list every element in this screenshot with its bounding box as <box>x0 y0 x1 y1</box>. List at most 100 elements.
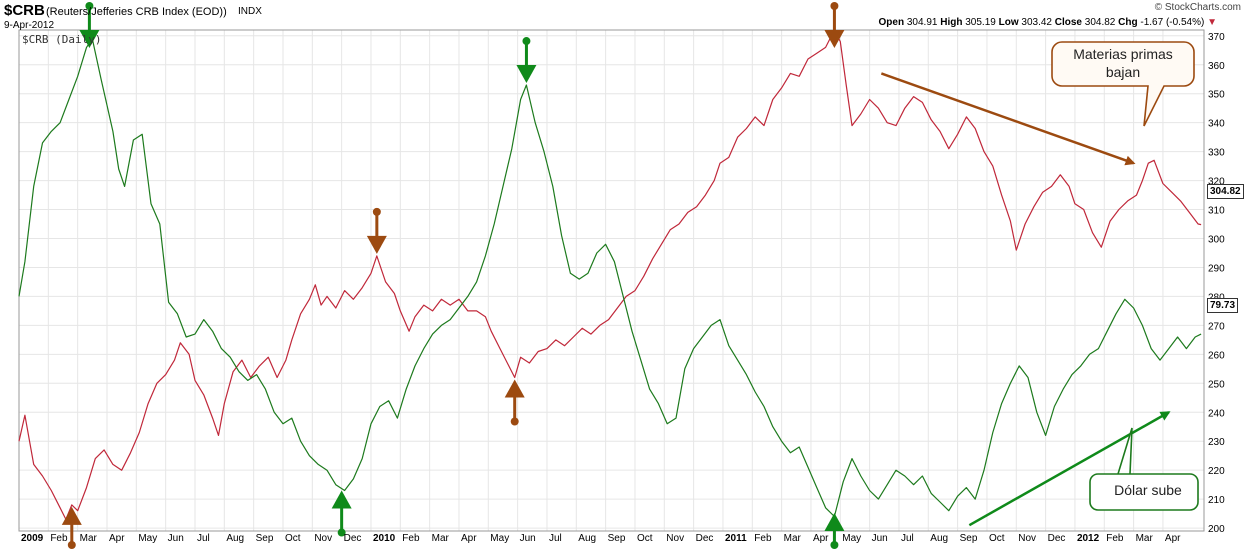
x-tick-label: 2009 <box>21 533 44 544</box>
x-tick-label: Feb <box>1106 533 1124 544</box>
x-tick-label: May <box>138 533 157 544</box>
low-value: 303.42 <box>1021 17 1052 28</box>
x-tick-label: Apr <box>109 533 125 544</box>
high-value: 305.19 <box>965 17 996 28</box>
x-tick-label: Dec <box>344 533 362 544</box>
y-tick-label: 360 <box>1208 61 1225 72</box>
series-line-usd <box>18 38 1202 518</box>
series-line-crb <box>18 29 1202 520</box>
y-tick-label: 270 <box>1208 321 1225 332</box>
panel-label: $CRB (Daily) <box>22 33 102 46</box>
usd-last-price-badge: 79.73 <box>1207 298 1239 313</box>
y-tick-label: 300 <box>1208 235 1225 246</box>
callout-commodities-down-box <box>1051 41 1195 127</box>
ohlc-readout: Open 304.91 High 305.19 Low 303.42 Close… <box>879 17 1217 28</box>
y-axis: 200 210 220 230 240 250 260 270 280 290 300 310 320 3… <box>1208 32 1225 535</box>
arrow-up-icon <box>61 506 82 549</box>
y-tick-label: 230 <box>1208 437 1225 448</box>
chg-label: Chg <box>1118 17 1138 28</box>
index-name: (Reuters/Jefferies CRB Index (EOD)) <box>46 6 227 18</box>
y-tick-label: 310 <box>1208 206 1225 217</box>
high-label: High <box>940 17 963 28</box>
x-tick-label: Feb <box>754 533 772 544</box>
open-label: Open <box>878 17 905 28</box>
y-tick-label: 260 <box>1208 350 1225 361</box>
chart-grid <box>18 30 1204 531</box>
x-axis: 2009 Feb Mar Apr May Jun Jul Aug Sep Oct Nov Dec 201… <box>21 533 1181 544</box>
x-tick-label: Oct <box>989 533 1005 544</box>
arrow-head <box>504 379 525 398</box>
arrow-up-icon <box>504 379 525 426</box>
callout-dollar-up-text: Dólar sube <box>1114 482 1182 498</box>
y-tick-label: 200 <box>1208 524 1225 535</box>
x-tick-label: Jul <box>549 533 562 544</box>
trendlines <box>880 72 1171 527</box>
x-tick-label: Oct <box>637 533 653 544</box>
x-tick-label: Sep <box>960 533 978 544</box>
y-tick-label: 290 <box>1208 263 1225 274</box>
y-tick-label: 350 <box>1208 90 1225 101</box>
x-tick-label: Feb <box>402 533 420 544</box>
x-tick-label: 2011 <box>725 533 747 544</box>
x-tick-label: Jul <box>197 533 210 544</box>
x-tick-label: Mar <box>784 533 802 544</box>
arrow-head <box>331 490 352 509</box>
callout-commodities-down-text: Materias primas bajan <box>1073 46 1173 80</box>
series-layer <box>18 29 1202 520</box>
x-tick-label: May <box>490 533 509 544</box>
x-tick-label: Sep <box>608 533 626 544</box>
x-tick-label: Apr <box>1165 533 1181 544</box>
x-tick-label: Oct <box>285 533 301 544</box>
chg-down-icon: ▼ <box>1207 17 1217 28</box>
arrow-down-icon <box>366 207 387 254</box>
turning-point-markers <box>61 2 845 549</box>
x-tick-label: Mar <box>432 533 450 544</box>
open-value: 304.91 <box>906 17 938 28</box>
y-tick-label: 320 <box>1208 177 1225 188</box>
copyright: © StockCharts.com <box>1154 2 1241 13</box>
x-tick-label: Apr <box>461 533 477 544</box>
y-tick-label: 240 <box>1208 408 1225 419</box>
x-tick-label: Apr <box>813 533 829 544</box>
x-tick-label: Jul <box>901 533 914 544</box>
x-tick-label: Jun <box>520 533 536 544</box>
arrow-down-icon <box>79 2 100 48</box>
low-label: Low <box>998 17 1019 28</box>
y-tick-label: 280 <box>1208 292 1225 303</box>
x-tick-label: Mar <box>1136 533 1154 544</box>
callout-shapes <box>1051 41 1199 511</box>
crb-last-price-badge: 304.82 <box>1207 184 1244 199</box>
arrow-up-icon <box>331 490 352 537</box>
close-label: Close <box>1054 17 1082 28</box>
x-tick-label: Aug <box>226 533 244 544</box>
x-tick-label: Jun <box>168 533 184 544</box>
x-tick-label: 2012 <box>1077 533 1100 544</box>
x-tick-label: Dec <box>696 533 714 544</box>
arrow-head <box>824 513 845 531</box>
y-tick-label: 210 <box>1208 495 1225 506</box>
arrow-head <box>366 235 387 254</box>
x-tick-label: Jun <box>872 533 888 544</box>
arrow-head <box>79 30 100 48</box>
plot-frame <box>18 29 1205 532</box>
x-tick-label: Aug <box>578 533 596 544</box>
chg-value: -1.67 (-0.54%) <box>1140 17 1205 28</box>
arrow-head <box>516 65 537 84</box>
x-tick-label: Dec <box>1048 533 1066 544</box>
x-tick-label: Aug <box>930 533 948 544</box>
x-tick-label: 2010 <box>373 533 396 544</box>
arrow-head <box>824 30 845 48</box>
x-tick-label: May <box>842 533 861 544</box>
x-tick-label: Sep <box>256 533 274 544</box>
chart-date: 9-Apr-2012 <box>4 20 55 31</box>
x-tick-label: Nov <box>666 533 684 544</box>
chart-symbol: $CRB <box>4 2 45 19</box>
exchange-label: INDX <box>238 6 262 17</box>
close-value: 304.82 <box>1084 17 1116 28</box>
arrow-up-icon <box>824 513 845 549</box>
x-tick-label: Feb <box>50 533 68 544</box>
y-tick-label: 370 <box>1208 32 1225 43</box>
callout-dollar-up-box <box>1089 427 1199 511</box>
y-tick-label: 340 <box>1208 119 1225 130</box>
